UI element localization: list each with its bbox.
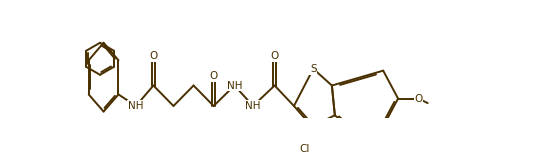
Text: NH: NH (128, 101, 144, 111)
Text: S: S (310, 64, 317, 74)
Text: O: O (414, 93, 423, 103)
Text: O: O (150, 51, 158, 61)
Text: NH: NH (227, 81, 242, 91)
Text: O: O (210, 71, 218, 81)
Text: NH: NH (245, 101, 261, 111)
Text: Cl: Cl (299, 144, 310, 154)
Text: O: O (271, 51, 279, 61)
